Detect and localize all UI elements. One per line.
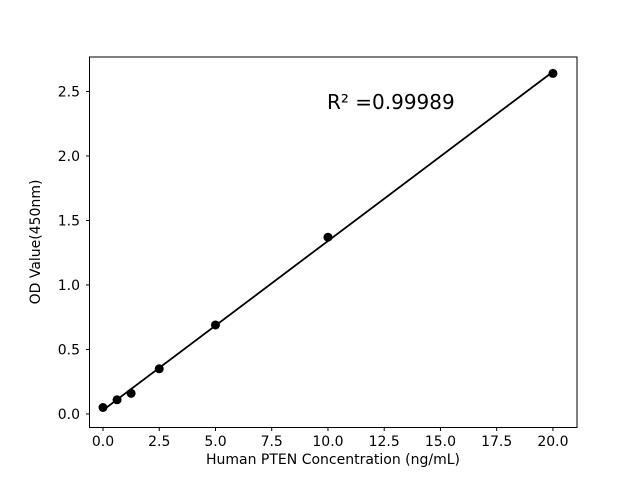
x-axis-ticks: 0.0 2.5 5.0 7.5 10.0 12.5 15.0 17.5 20.0 — [92, 427, 569, 450]
data-point-marker — [548, 68, 558, 78]
x-tick-label: 10.0 — [312, 434, 343, 450]
x-tick-label: 20.0 — [537, 434, 568, 450]
plot-area — [89, 56, 578, 428]
data-point-marker — [210, 320, 220, 330]
y-tick-label: 1.5 — [58, 213, 80, 229]
y-axis-label: OD Value(450nm) — [28, 180, 44, 305]
y-tick-label: 0.5 — [58, 342, 80, 358]
x-tick-label: 0.0 — [92, 434, 114, 450]
data-point-marker — [154, 364, 164, 374]
data-point-marker — [98, 403, 108, 413]
data-point-marker — [323, 232, 333, 242]
x-tick-label: 17.5 — [481, 434, 512, 450]
y-tick-label: 2.0 — [58, 149, 80, 165]
x-tick-label: 2.5 — [148, 434, 170, 450]
x-tick-label: 12.5 — [369, 434, 400, 450]
data-points — [98, 68, 558, 413]
data-point-marker — [112, 395, 122, 405]
x-tick-label: 7.5 — [261, 434, 283, 450]
x-tick-label: 15.0 — [425, 434, 456, 450]
y-axis-ticks: 0.0 0.5 1.0 1.5 2.0 2.5 — [58, 84, 90, 423]
y-tick-label: 0.0 — [58, 407, 80, 423]
y-tick-label: 1.0 — [58, 278, 80, 294]
y-tick-label: 2.5 — [58, 84, 80, 100]
x-axis-label: Human PTEN Concentration (ng/mL) — [206, 452, 460, 468]
r-squared-annotation: R² =0.99989 — [327, 90, 455, 114]
data-point-marker — [126, 388, 136, 398]
x-tick-label: 5.0 — [204, 434, 226, 450]
